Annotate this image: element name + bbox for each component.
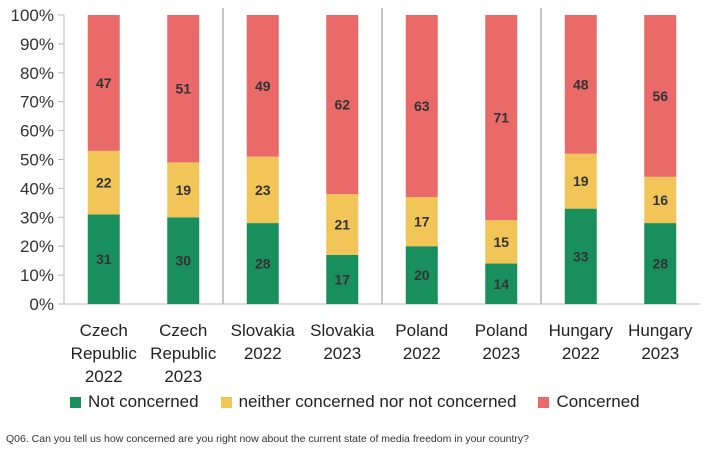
bar-segment: [326, 194, 359, 255]
bar-segment: [87, 15, 120, 151]
bar-segment: [564, 15, 597, 154]
x-tick-label: 2023: [164, 367, 202, 386]
data-label: 63: [414, 98, 430, 114]
y-tick-label: 100%: [11, 6, 54, 25]
data-label: 15: [493, 234, 509, 250]
x-tick-label: Slovakia: [231, 321, 296, 340]
x-tick-label: 2023: [323, 344, 361, 363]
y-tick-label: 70%: [20, 93, 54, 112]
x-tick-label: 2022: [562, 344, 600, 363]
legend-item-not-concerned: Not concerned: [70, 392, 199, 412]
data-label: 56: [652, 88, 668, 104]
data-label: 48: [573, 76, 589, 92]
y-tick-label: 60%: [20, 122, 54, 141]
y-tick-label: 20%: [20, 237, 54, 256]
x-tick-label: 2023: [641, 344, 679, 363]
x-tick-label: Republic: [71, 344, 138, 363]
y-tick-label: 50%: [20, 151, 54, 170]
x-tick-label: 2022: [85, 367, 123, 386]
bar-segment: [485, 15, 518, 221]
data-label: 28: [652, 256, 668, 272]
y-tick-label: 30%: [20, 208, 54, 227]
legend-label-not-concerned: Not concerned: [88, 392, 199, 411]
bar-segment: [326, 15, 359, 195]
bar-segment: [485, 220, 518, 264]
data-label: 17: [334, 271, 350, 287]
x-tick-label: Slovakia: [310, 321, 375, 340]
legend-label-neither: neither concerned nor not concerned: [238, 392, 517, 411]
bar-segment: [167, 15, 200, 163]
bar-segment: [405, 246, 438, 304]
data-label: 23: [255, 182, 271, 198]
data-label: 14: [493, 276, 509, 292]
data-label: 71: [493, 110, 509, 126]
data-label: 20: [414, 267, 430, 283]
y-tick-label: 90%: [20, 35, 54, 54]
x-tick-label: Czech: [159, 321, 207, 340]
x-tick-label: Hungary: [628, 321, 693, 340]
bar-segment: [485, 263, 518, 304]
bar-segment: [87, 214, 120, 304]
y-tick-label: 10%: [20, 266, 54, 285]
data-label: 31: [96, 251, 112, 267]
bar-segment: [405, 15, 438, 198]
legend-item-concerned: Concerned: [538, 392, 640, 412]
x-tick-label: Hungary: [549, 321, 614, 340]
bar-segment: [167, 217, 200, 304]
bar-segment: [644, 223, 677, 304]
bar-segment: [326, 254, 359, 304]
x-tick-label: Poland: [395, 321, 448, 340]
y-tick-label: 40%: [20, 179, 54, 198]
data-label: 49: [255, 78, 271, 94]
x-tick-label: 2022: [403, 344, 441, 363]
y-tick-label: 0%: [29, 295, 54, 314]
legend-swatch-not-concerned: [70, 396, 81, 408]
x-tick-label: Poland: [475, 321, 528, 340]
bar-segment: [564, 153, 597, 209]
bar-segment: [405, 197, 438, 247]
bar-segment: [246, 156, 279, 224]
y-tick-label: 80%: [20, 64, 54, 83]
bar-segment: [167, 162, 200, 218]
data-label: 16: [652, 192, 668, 208]
x-tick-label: 2022: [244, 344, 282, 363]
data-label: 51: [175, 81, 191, 97]
data-label: 28: [255, 256, 271, 272]
x-tick-label: 2023: [482, 344, 520, 363]
x-tick-label: Republic: [150, 344, 217, 363]
data-label: 62: [334, 97, 350, 113]
data-label: 17: [414, 214, 430, 230]
stacked-bar-chart: 0% 10% 20% 30% 40% 50% 60% 70% 80% 90% 100% 31 22 47 C…: [11, 6, 700, 386]
legend-swatch-concerned: [538, 396, 550, 408]
data-label: 33: [573, 248, 589, 264]
bar-segment: [246, 223, 279, 304]
x-tick-label: Czech: [80, 321, 128, 340]
legend-swatch-neither: [220, 396, 232, 408]
data-label: 21: [334, 217, 350, 233]
bar-segment: [644, 15, 677, 177]
data-label: 30: [175, 253, 191, 269]
survey-question-footnote: Q06. Can you tell us how concerned are y…: [6, 433, 529, 445]
bar-segment: [246, 15, 279, 157]
chart-legend: Not concerned neither concerned nor not …: [70, 392, 662, 412]
data-label: 22: [96, 175, 112, 191]
bar-segment: [564, 208, 597, 304]
bar-segment: [87, 150, 120, 215]
data-label: 47: [96, 75, 112, 91]
bar-segment: [644, 176, 677, 224]
legend-item-neither: neither concerned nor not concerned: [220, 392, 517, 412]
data-label: 19: [175, 182, 191, 198]
data-label: 19: [573, 173, 589, 189]
legend-label-concerned: Concerned: [556, 392, 640, 411]
